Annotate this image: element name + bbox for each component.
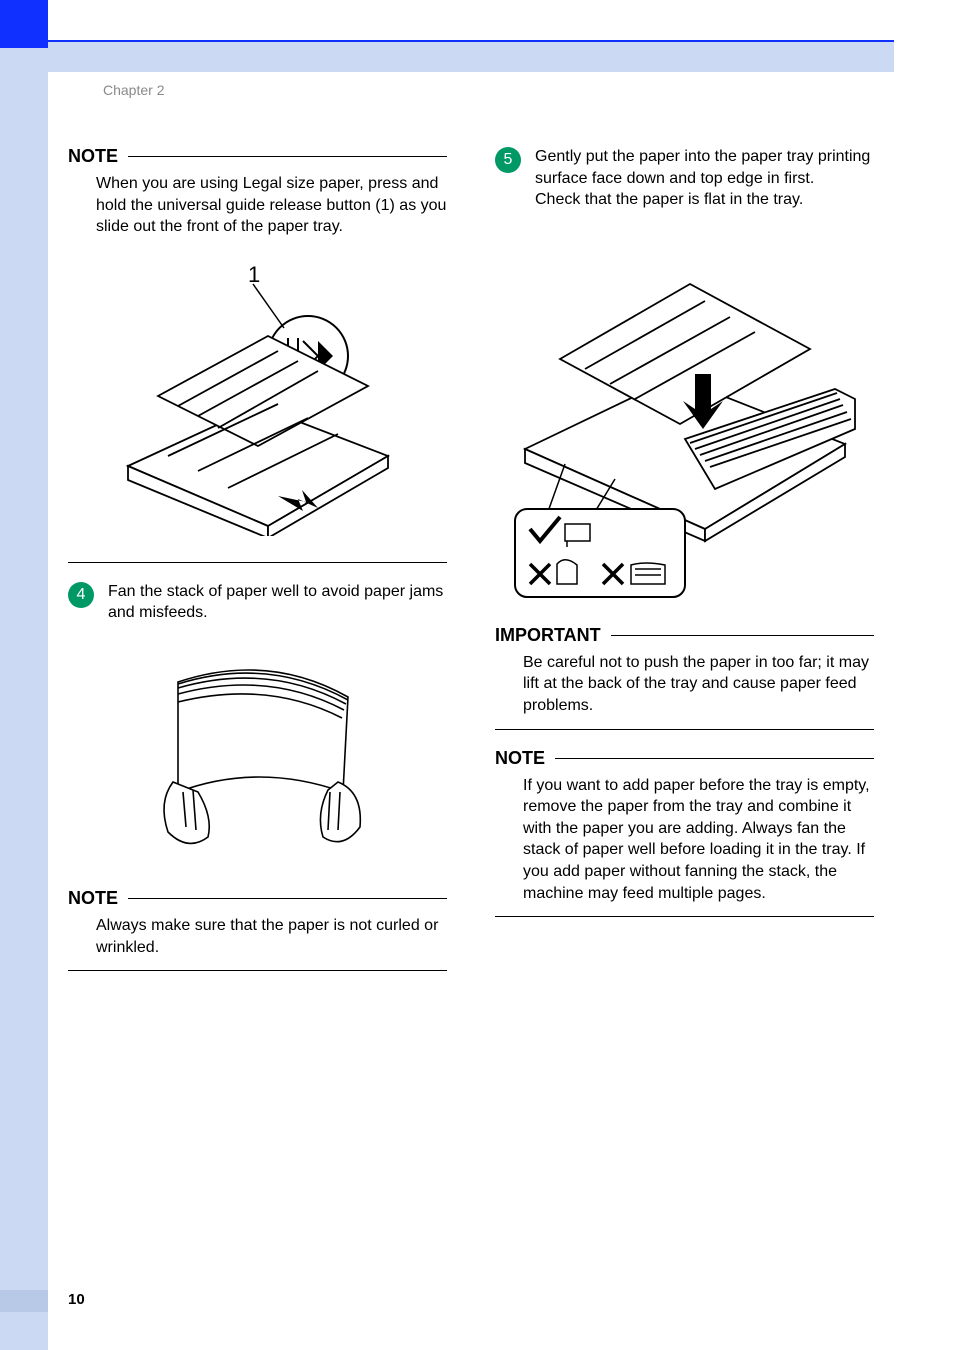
step-text: Fan the stack of paper well to avoid pap…: [108, 581, 447, 624]
step-text-a: Gently put the paper into the paper tray…: [535, 148, 870, 187]
note-block-2: NOTE Always make sure that the paper is …: [68, 888, 447, 971]
step-5: 5 Gently put the paper into the paper tr…: [495, 146, 874, 211]
step-text: Gently put the paper into the paper tray…: [535, 146, 874, 211]
step-bullet-4: 4: [68, 582, 94, 608]
note-text: Always make sure that the paper is not c…: [68, 915, 447, 958]
rule: [68, 562, 447, 563]
header-bar: [48, 40, 894, 72]
figure-load-paper: [495, 229, 874, 599]
page-tab: [0, 0, 48, 48]
note-title: NOTE: [68, 888, 128, 909]
note-title: NOTE: [495, 748, 555, 769]
chapter-label: Chapter 2: [103, 82, 874, 98]
note-rule: [128, 898, 447, 899]
columns: NOTE When you are using Legal size paper…: [68, 146, 874, 989]
step-bullet-5: 5: [495, 147, 521, 173]
note-rule: [611, 635, 874, 636]
important-text: Be careful not to push the paper in too …: [495, 652, 874, 717]
note-text: If you want to add paper before the tray…: [495, 775, 874, 905]
note-title: NOTE: [68, 146, 128, 167]
note-block-3: NOTE If you want to add paper before the…: [495, 748, 874, 918]
step-text-b: Check that the paper is flat in the tray…: [535, 191, 803, 208]
important-title: IMPORTANT: [495, 625, 611, 646]
note-rule: [555, 758, 874, 759]
rule: [68, 970, 447, 971]
left-column: NOTE When you are using Legal size paper…: [68, 146, 447, 989]
right-column: 5 Gently put the paper into the paper tr…: [495, 146, 874, 989]
step-number: 5: [504, 151, 513, 169]
note-text: When you are using Legal size paper, pre…: [68, 173, 447, 238]
page-number-bar: [0, 1290, 48, 1312]
side-strip: [0, 48, 48, 1350]
important-block: IMPORTANT Be careful not to push the pap…: [495, 625, 874, 730]
note-rule: [128, 156, 447, 157]
page-number: 10: [68, 1291, 85, 1308]
figure-tray-guide: 1: [68, 256, 447, 536]
figure-fan-paper: [68, 642, 447, 862]
rule: [495, 916, 874, 917]
page-content: Chapter 2 NOTE When you are using Legal …: [48, 72, 894, 1310]
callout-number-1: 1: [248, 262, 260, 287]
rule: [495, 729, 874, 730]
step-4: 4 Fan the stack of paper well to avoid p…: [68, 581, 447, 624]
note-block-1: NOTE When you are using Legal size paper…: [68, 146, 447, 238]
step-number: 4: [77, 586, 86, 604]
